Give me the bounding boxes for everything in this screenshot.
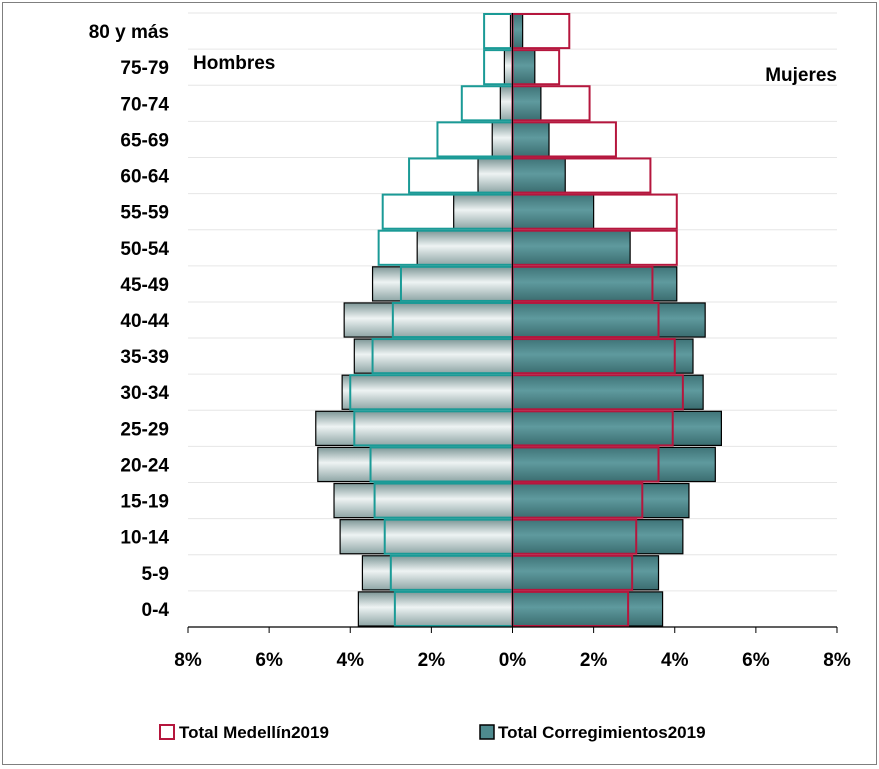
x-tick-label: 4% bbox=[661, 650, 689, 671]
age-label: 25-29 bbox=[120, 419, 169, 440]
age-label: 65-69 bbox=[120, 130, 169, 151]
x-tick-label: 6% bbox=[742, 650, 770, 671]
bar-corregimientos-women-20-24 bbox=[511, 446, 716, 483]
bar-corregimientos-men-40-44 bbox=[343, 302, 514, 338]
bar-corregimientos-women-80 y más bbox=[511, 13, 524, 49]
x-tick-label: 0% bbox=[499, 650, 527, 671]
bar-corregimientos-women-55-59 bbox=[511, 193, 595, 230]
legend: Total Medellín2019 Total Corregimientos2… bbox=[159, 723, 706, 742]
bar-corregimientos-men-65-69 bbox=[491, 121, 514, 158]
bar-corregimientos-men-5-9 bbox=[361, 555, 514, 591]
bar-corregimientos-men-70-74 bbox=[499, 85, 514, 121]
age-label: 50-54 bbox=[120, 239, 169, 260]
legend-swatch-medellin bbox=[159, 724, 175, 740]
age-label: 20-24 bbox=[120, 455, 169, 476]
bar-medellin-men-80 y más bbox=[483, 13, 514, 50]
bar-corregimientos-men-60-64 bbox=[477, 157, 514, 194]
bar-corregimientos-men-15-19 bbox=[333, 482, 514, 519]
age-label: 35-39 bbox=[120, 347, 169, 368]
legend-label-medellin: Total Medellín2019 bbox=[179, 723, 329, 742]
bar-corregimientos-men-35-39 bbox=[353, 338, 514, 374]
x-tick-label: 4% bbox=[337, 650, 365, 671]
legend-swatch-corregimientos bbox=[479, 724, 495, 740]
side-label-women: Mujeres bbox=[765, 65, 837, 86]
x-tick-labels: 8% 6% 4% 2% 0% 2% 4% 6% 8% bbox=[174, 650, 851, 671]
x-tick-label: 2% bbox=[580, 650, 608, 671]
age-label: 70-74 bbox=[120, 94, 169, 115]
age-label: 30-34 bbox=[120, 383, 169, 404]
bar-corregimientos-men-55-59 bbox=[453, 193, 514, 230]
x-tick-label: 6% bbox=[255, 650, 283, 671]
bar-corregimientos-women-15-19 bbox=[511, 482, 690, 519]
age-label: 55-59 bbox=[120, 203, 169, 224]
bar-corregimientos-women-70-74 bbox=[511, 85, 542, 121]
age-label: 60-64 bbox=[120, 167, 169, 188]
x-tick-label: 8% bbox=[174, 650, 202, 671]
bar-corregimientos-women-5-9 bbox=[511, 555, 660, 591]
age-label: 75-79 bbox=[120, 58, 169, 79]
bar-corregimientos-women-0-4 bbox=[511, 591, 664, 627]
bar-corregimientos-men-0-4 bbox=[357, 591, 514, 627]
bar-corregimientos-men-75-79 bbox=[503, 49, 514, 85]
age-label: 80 y más bbox=[89, 22, 169, 43]
bar-corregimientos-men-10-14 bbox=[339, 519, 514, 555]
bar-corregimientos-women-60-64 bbox=[511, 157, 566, 194]
bar-corregimientos-women-30-34 bbox=[511, 374, 704, 410]
age-group-labels: 80 y más 75-79 70-74 65-69 60-64 55-59 50-54 45… bbox=[89, 22, 170, 621]
bar-corregimientos-men-20-24 bbox=[317, 446, 514, 483]
bar-corregimientos-women-65-69 bbox=[511, 121, 550, 158]
age-label: 0-4 bbox=[142, 600, 170, 621]
bar-corregimientos-women-35-39 bbox=[511, 338, 694, 374]
age-label: 15-19 bbox=[120, 492, 169, 513]
bar-corregimientos-women-75-79 bbox=[511, 49, 536, 85]
bar-corregimientos-men-25-29 bbox=[315, 410, 514, 447]
age-label: 45-49 bbox=[120, 275, 169, 296]
bar-corregimientos-women-25-29 bbox=[511, 410, 722, 447]
bar-corregimientos-men-50-54 bbox=[416, 230, 514, 266]
x-axis bbox=[187, 13, 838, 633]
corregimientos-bars bbox=[315, 13, 722, 627]
x-tick-label: 2% bbox=[418, 650, 446, 671]
legend-label-corregimientos: Total Corregimientos2019 bbox=[498, 723, 706, 742]
age-label: 5-9 bbox=[142, 564, 169, 585]
x-tick-label: 8% bbox=[823, 650, 851, 671]
bar-corregimientos-women-40-44 bbox=[511, 302, 706, 338]
age-label: 40-44 bbox=[120, 311, 169, 332]
bar-corregimientos-men-45-49 bbox=[371, 266, 514, 302]
bar-corregimientos-women-10-14 bbox=[511, 519, 684, 555]
population-pyramid-chart: 80 y más 75-79 70-74 65-69 60-64 55-59 50-54 45… bbox=[89, 12, 851, 742]
side-label-men: Hombres bbox=[193, 53, 275, 74]
bar-corregimientos-men-30-34 bbox=[341, 374, 514, 410]
age-label: 10-14 bbox=[120, 528, 169, 549]
bar-corregimientos-women-50-54 bbox=[511, 230, 631, 266]
